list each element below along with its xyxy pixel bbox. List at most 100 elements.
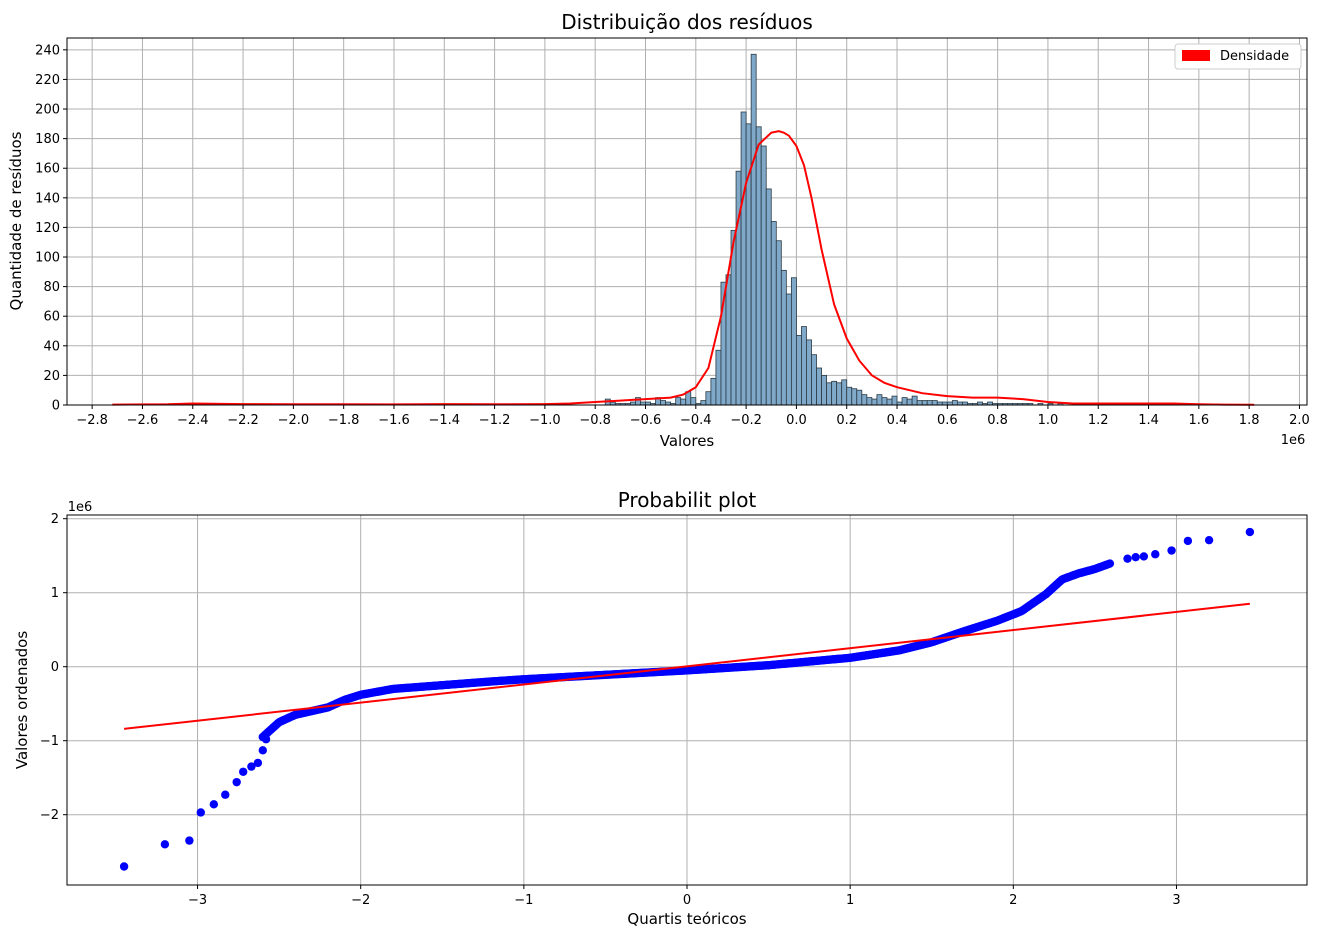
histogram-bar (765, 188, 772, 406)
probability-y-tick-label: 2 (51, 512, 59, 527)
legend: Densidade (1174, 43, 1302, 70)
histogram-x-tick-label: −1.2 (479, 413, 511, 428)
probability-point (1151, 550, 1160, 559)
histogram-bar (785, 293, 792, 406)
histogram-x-tick-label: 2.0 (1289, 413, 1310, 428)
histogram-y-tick-label: 220 (35, 73, 60, 88)
probability-x-label: Quartis teóricos (627, 910, 746, 928)
legend-label-densidade: Densidade (1220, 49, 1289, 64)
histogram-bar (916, 400, 923, 406)
histogram-x-tick-label: −0.8 (579, 413, 611, 428)
density-curve (112, 130, 1255, 406)
histogram-y-tick-label: 200 (35, 103, 60, 118)
histogram-y-tick-label: 160 (35, 162, 60, 177)
probability-x-tick-label: 0 (683, 893, 691, 908)
histogram-bar (710, 377, 717, 406)
histogram-y-ticks: 0 20 40 60 80 100 120 140 160 180 200 220 240 (35, 43, 67, 414)
probability-point (239, 767, 248, 776)
probability-y-tick-label: −2 (40, 808, 59, 823)
probability-point (209, 800, 219, 809)
histogram-bar (831, 380, 838, 406)
histogram-bar (951, 400, 958, 406)
histogram-bar (700, 400, 707, 406)
histogram-bar (801, 326, 807, 406)
histogram-x-tick-label: −2.0 (278, 413, 310, 428)
probability-point (185, 836, 194, 845)
histogram-x-offset: 1e6 (1281, 433, 1306, 448)
histogram-bar (881, 397, 888, 406)
histogram-bar (740, 111, 747, 406)
probability-point (1105, 559, 1115, 568)
probability-point (160, 840, 170, 849)
probability-point (1139, 552, 1149, 561)
histogram-y-tick-label: 80 (43, 280, 60, 295)
histogram-y-label: Quantidade de resíduos (7, 131, 25, 310)
probability-point (1131, 552, 1140, 562)
histogram-y-tick-label: 240 (35, 43, 60, 58)
probability-y-offset: 1e6 (68, 500, 93, 515)
histogram-x-tick-label: −2.6 (127, 413, 159, 428)
histogram-title: Distribuição dos resíduos (561, 10, 813, 34)
probability-point (119, 862, 129, 871)
probability-point (1183, 536, 1193, 546)
probability-x-tick-label: 1 (846, 893, 854, 908)
histogram-bar (690, 397, 697, 406)
histogram-bar (891, 395, 898, 406)
histogram-bar (675, 397, 682, 406)
probability-y-tick-label: 0 (51, 660, 59, 675)
histogram-x-tick-label: −2.8 (76, 413, 108, 428)
histogram-bar (841, 379, 848, 406)
histogram-bar (886, 398, 893, 406)
histogram-x-tick-label: 0.0 (786, 413, 807, 428)
histogram-x-tick-label: 0.6 (937, 413, 958, 428)
histogram-y-tick-label: 60 (43, 310, 60, 325)
fit-line (123, 602, 1251, 730)
histogram-bar (821, 375, 827, 406)
probability-points (119, 527, 1255, 871)
histogram-chart: Distribuição dos resíduos −2.8 −2.6 −2.4 −2… (7, 10, 1310, 450)
histogram-y-tick-label: 100 (35, 251, 60, 266)
probability-point (1204, 535, 1214, 545)
histogram-bar (790, 277, 797, 406)
histogram-y-tick-label: 20 (43, 369, 60, 384)
histogram-bar (811, 354, 817, 406)
probability-point (261, 735, 271, 744)
histogram-bar (715, 349, 722, 406)
histogram-x-tick-label: 1.0 (1038, 413, 1059, 428)
histogram-x-tick-label: 1.8 (1239, 413, 1260, 428)
probability-plot-title: Probabilit plot (618, 488, 757, 512)
probability-y-tick-label: 1 (51, 586, 59, 601)
histogram-bar (871, 398, 878, 406)
histogram-x-tick-label: −1.4 (428, 413, 460, 428)
histogram-bar (755, 126, 762, 406)
histogram-x-label: Valores (660, 432, 715, 450)
histogram-x-tick-label: 1.2 (1088, 413, 1109, 428)
histogram-bar (861, 394, 868, 406)
probability-y-tick-label: −1 (40, 734, 59, 749)
histogram-y-tick-label: 140 (35, 191, 60, 206)
histogram-bar (660, 400, 667, 406)
histogram-x-ticks: −2.8 −2.6 −2.4 −2.2 −2.0 −1.8 −1.6 −1.4 −1.2 −1.0… (76, 405, 1310, 428)
probability-point (1123, 554, 1132, 563)
histogram-bar (816, 367, 822, 406)
probability-point (253, 758, 263, 768)
probability-point (247, 762, 256, 771)
histogram-bar (796, 335, 802, 406)
probability-plot-chart: Probabilit plot 1e6 −3 −2 −1 0 1 2 3 −2 −1 0 1 2 Q… (13, 488, 1308, 928)
legend-swatch-densidade (1182, 50, 1210, 61)
histogram-bar (760, 145, 767, 406)
histogram-bar (750, 53, 757, 406)
histogram-bar (876, 394, 883, 406)
histogram-bar (926, 400, 933, 406)
histogram-bar (866, 397, 873, 406)
histogram-bar (846, 386, 853, 406)
histogram-x-tick-label: −0.4 (680, 413, 712, 428)
histogram-bar (851, 388, 858, 406)
histogram-x-tick-label: −2.2 (227, 413, 259, 428)
histogram-bar (705, 391, 712, 406)
histogram-bar (745, 123, 752, 406)
probability-x-tick-label: −1 (514, 893, 533, 908)
probability-point (232, 777, 241, 787)
histogram-frame (66, 37, 1308, 406)
